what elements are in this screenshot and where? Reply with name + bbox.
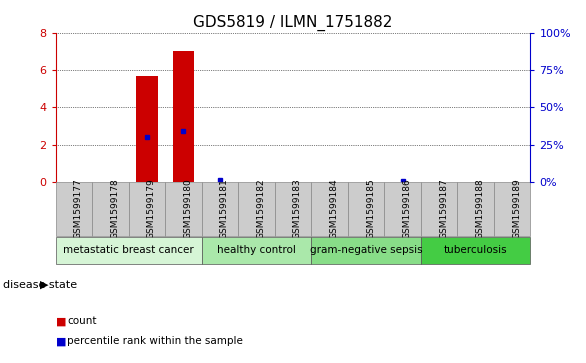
Text: percentile rank within the sample: percentile rank within the sample <box>67 336 243 346</box>
Text: GSM1599184: GSM1599184 <box>329 179 339 239</box>
Bar <box>275 182 311 236</box>
Text: healthy control: healthy control <box>217 245 296 255</box>
Text: ■: ■ <box>56 316 66 326</box>
Title: GDS5819 / ILMN_1751882: GDS5819 / ILMN_1751882 <box>193 15 393 31</box>
Text: ■: ■ <box>56 336 66 346</box>
Text: GSM1599180: GSM1599180 <box>183 179 192 239</box>
Text: GSM1599187: GSM1599187 <box>439 179 448 239</box>
Text: disease state: disease state <box>3 280 77 290</box>
Text: gram-negative sepsis: gram-negative sepsis <box>310 245 423 255</box>
Bar <box>421 182 457 236</box>
Bar <box>92 182 129 236</box>
Text: metastatic breast cancer: metastatic breast cancer <box>63 245 194 255</box>
Text: GSM1599185: GSM1599185 <box>366 179 375 239</box>
Bar <box>311 237 421 264</box>
Text: tuberculosis: tuberculosis <box>444 245 507 255</box>
Text: GSM1599188: GSM1599188 <box>476 179 485 239</box>
Bar <box>202 237 311 264</box>
Bar <box>347 182 384 236</box>
Bar <box>129 182 165 236</box>
Text: GSM1599181: GSM1599181 <box>220 179 229 239</box>
Text: ▶: ▶ <box>39 280 48 290</box>
Bar <box>172 51 195 182</box>
Bar <box>494 182 530 236</box>
Text: GSM1599177: GSM1599177 <box>74 179 83 239</box>
Bar <box>165 182 202 236</box>
Bar <box>239 182 275 236</box>
Text: GSM1599189: GSM1599189 <box>512 179 521 239</box>
Bar <box>56 237 202 264</box>
Bar <box>202 182 239 236</box>
Text: count: count <box>67 316 97 326</box>
Bar <box>56 182 92 236</box>
Text: GSM1599186: GSM1599186 <box>403 179 411 239</box>
Bar <box>421 237 530 264</box>
Text: GSM1599179: GSM1599179 <box>147 179 156 239</box>
Text: GSM1599178: GSM1599178 <box>110 179 120 239</box>
Text: GSM1599182: GSM1599182 <box>257 179 265 239</box>
Bar <box>136 76 158 182</box>
Text: GSM1599183: GSM1599183 <box>293 179 302 239</box>
Bar <box>311 182 347 236</box>
Bar <box>384 182 421 236</box>
Bar <box>457 182 494 236</box>
